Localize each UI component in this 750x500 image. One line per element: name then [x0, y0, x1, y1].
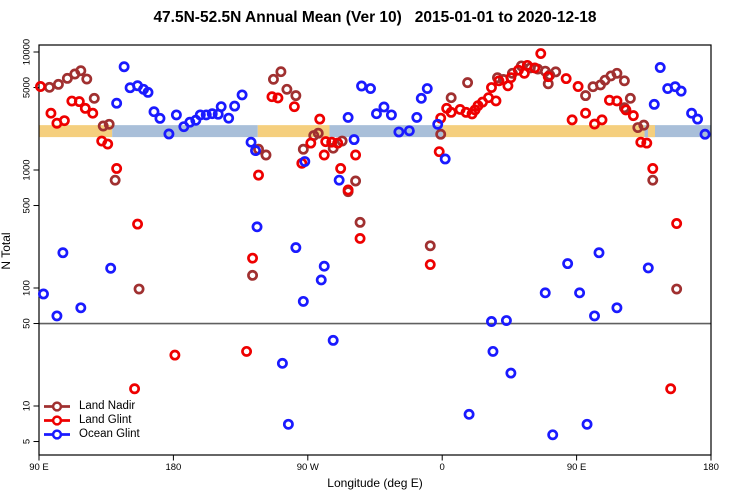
land-nadir-marker-icon [44, 400, 70, 412]
svg-text:1000: 1000 [22, 159, 33, 180]
legend-label: Land Nadir [79, 400, 136, 412]
legend-item-land-glint: Land Glint [42, 413, 140, 427]
svg-text:100: 100 [22, 280, 33, 296]
x-axis-label: Longitude (deg E) [327, 476, 423, 490]
svg-text:10: 10 [22, 401, 33, 412]
legend-label: Ocean Glint [79, 428, 140, 440]
svg-text:500: 500 [22, 198, 33, 214]
chart-title: 47.5N-52.5N Annual Mean (Ver 10) 2015-01… [153, 9, 597, 26]
legend: Land Nadir Land Glint Ocean Glint [42, 399, 140, 441]
y-axis-label: N Total [0, 232, 13, 270]
svg-text:0: 0 [440, 462, 445, 473]
svg-text:180: 180 [703, 462, 719, 473]
svg-text:90 E: 90 E [29, 462, 49, 473]
svg-text:90 E: 90 E [567, 462, 587, 473]
svg-text:90 W: 90 W [297, 462, 319, 473]
legend-label: Land Glint [79, 414, 132, 426]
svg-text:10000: 10000 [22, 39, 33, 65]
svg-text:5000: 5000 [22, 77, 33, 98]
land-glint-marker-icon [44, 414, 70, 426]
ocean-glint-marker-icon [44, 428, 70, 440]
svg-text:50: 50 [22, 318, 33, 329]
legend-item-ocean-glint: Ocean Glint [42, 427, 140, 441]
svg-text:180: 180 [165, 462, 181, 473]
legend-item-land-nadir: Land Nadir [42, 399, 140, 413]
svg-text:5: 5 [22, 439, 33, 444]
